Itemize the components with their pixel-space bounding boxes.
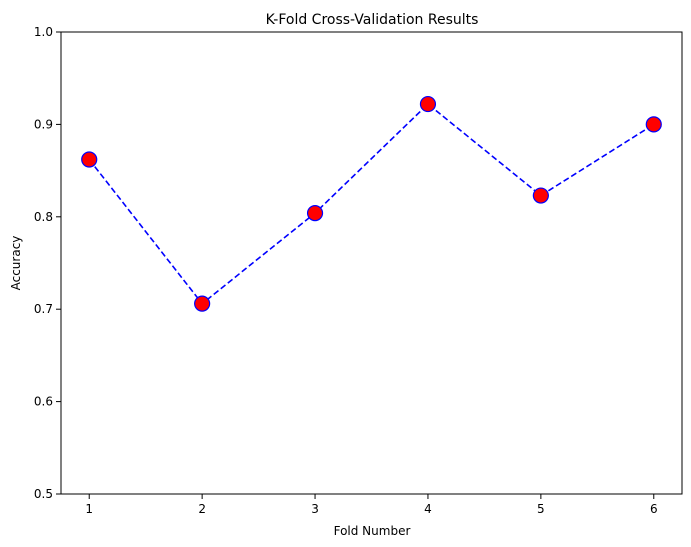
plot-area: 1 2 3 4 5 6 0.5 0.6 0.7 0.8 0.9 1.0 bbox=[34, 25, 683, 516]
data-point-marker bbox=[532, 187, 549, 204]
x-tick-label: 1 bbox=[85, 502, 93, 516]
y-tick-label: 1.0 bbox=[34, 25, 53, 39]
data-point-marker bbox=[419, 95, 437, 113]
series-line bbox=[88, 103, 655, 305]
x-tick-label: 2 bbox=[198, 502, 206, 516]
plot-frame bbox=[60, 31, 683, 495]
y-tick-label: 0.7 bbox=[34, 302, 53, 316]
y-axis-label: Accuracy bbox=[9, 236, 23, 291]
data-point-marker bbox=[81, 151, 98, 168]
y-tick-label: 0.8 bbox=[34, 210, 53, 224]
x-tick-label: 3 bbox=[311, 502, 319, 516]
x-tick-label: 6 bbox=[650, 502, 658, 516]
data-point-marker bbox=[194, 295, 211, 312]
y-tick-label: 0.5 bbox=[34, 487, 53, 501]
y-tick-label: 0.6 bbox=[34, 395, 53, 409]
data-point-marker bbox=[306, 205, 324, 222]
x-tick-label: 4 bbox=[424, 502, 432, 516]
y-tick-label: 0.9 bbox=[34, 117, 53, 131]
data-point-marker bbox=[645, 116, 662, 133]
chart-title: K-Fold Cross-Validation Results bbox=[266, 12, 479, 28]
x-tick-label: 5 bbox=[537, 502, 545, 516]
x-axis-label: Fold Number bbox=[334, 524, 411, 538]
